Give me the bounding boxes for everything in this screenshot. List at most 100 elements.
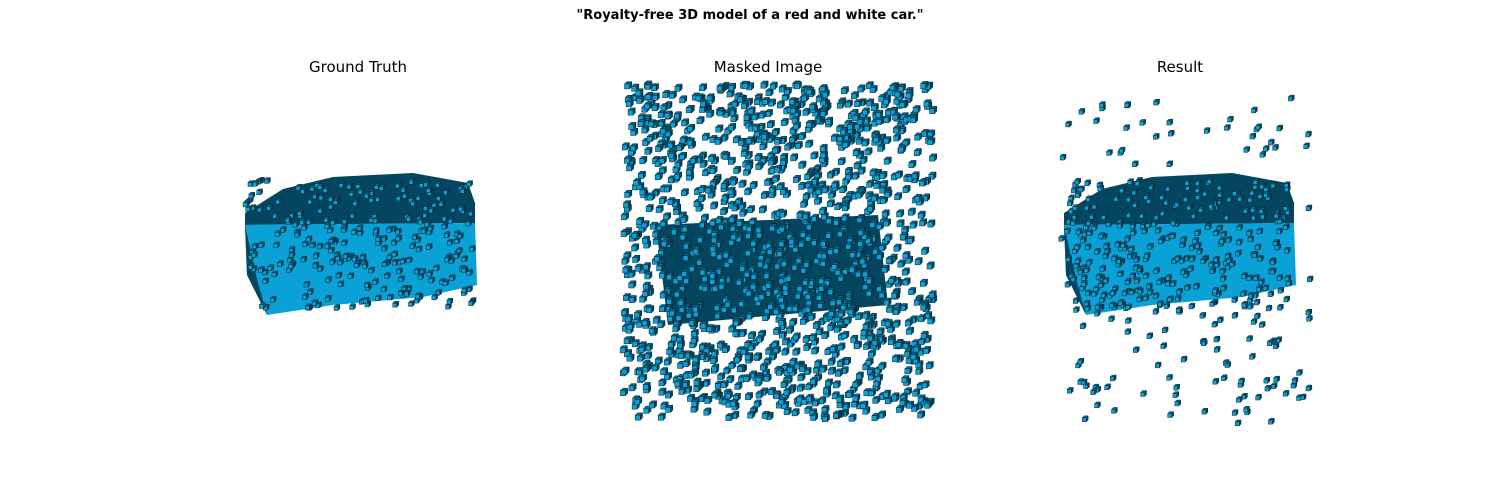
masked-voxel <box>784 142 793 151</box>
masked-voxel <box>699 99 709 108</box>
result-voxel <box>1157 237 1165 245</box>
result-voxel <box>1095 273 1103 281</box>
gt-voxel <box>327 226 335 234</box>
result-voxel <box>1121 289 1129 297</box>
gt-voxel <box>276 260 284 268</box>
gt-voxel <box>363 191 371 199</box>
gt-voxel <box>401 284 409 292</box>
masked-voxel <box>872 134 882 143</box>
masked-voxel <box>910 351 919 361</box>
masked-voxel <box>835 297 845 306</box>
masked-voxel <box>683 350 693 359</box>
masked-voxel <box>682 241 692 250</box>
gt-voxel <box>274 229 282 238</box>
result-voxel <box>1235 238 1243 246</box>
masked-voxel <box>690 328 700 338</box>
masked-voxel <box>779 186 789 196</box>
result-voxel <box>1163 302 1171 310</box>
result-outlier-voxel <box>1305 314 1313 322</box>
result-outlier-voxel <box>1213 345 1221 353</box>
gt-voxel <box>375 235 383 243</box>
masked-voxel <box>745 311 755 320</box>
gt-voxel <box>395 234 403 242</box>
masked-voxel <box>862 341 872 351</box>
masked-voxel <box>675 143 685 152</box>
gt-voxel <box>362 296 370 304</box>
masked-voxel <box>763 357 772 366</box>
masked-voxel <box>758 110 767 119</box>
result-outlier-voxel <box>1079 322 1087 330</box>
masked-voxel <box>912 344 922 353</box>
masked-voxel <box>893 191 903 201</box>
masked-voxel <box>620 307 630 317</box>
result-voxel <box>1067 194 1075 202</box>
result-outlier-voxel <box>1276 124 1284 132</box>
result-voxel <box>1184 178 1192 186</box>
masked-voxel <box>729 398 739 408</box>
masked-voxel <box>709 165 718 175</box>
masked-voxel <box>855 190 864 199</box>
result-outlier-voxel <box>1166 160 1174 168</box>
gt-voxel <box>408 177 416 185</box>
gt-voxel <box>324 294 332 302</box>
masked-voxel <box>674 83 683 92</box>
masked-voxel <box>785 273 794 282</box>
masked-voxel <box>852 379 861 389</box>
masked-voxel <box>826 199 836 208</box>
masked-voxel <box>691 304 701 313</box>
gt-voxel <box>415 245 423 253</box>
result-voxel <box>1072 297 1080 305</box>
masked-voxel <box>796 383 806 392</box>
masked-voxel <box>778 330 788 339</box>
gt-voxel <box>421 211 430 219</box>
masked-voxel <box>834 201 843 211</box>
masked-voxel <box>857 238 866 248</box>
result-outlier-voxel <box>1267 417 1275 425</box>
masked-voxel <box>715 266 724 275</box>
masked-voxel <box>828 308 837 318</box>
masked-voxel <box>780 379 789 389</box>
masked-voxel <box>837 309 846 318</box>
masked-voxel <box>760 131 770 140</box>
masked-voxel <box>734 354 743 363</box>
gt-voxel <box>381 260 389 268</box>
masked-voxel <box>625 163 635 172</box>
result-voxel <box>1252 178 1260 186</box>
gt-voxel <box>309 241 317 249</box>
gt-voxel <box>273 241 281 249</box>
masked-voxel <box>761 312 771 322</box>
result-voxel <box>1158 193 1166 201</box>
gt-voxel <box>288 250 296 258</box>
masked-voxel <box>658 303 668 313</box>
masked-voxel <box>685 104 694 114</box>
masked-voxel <box>840 302 849 312</box>
masked-voxel <box>783 406 792 416</box>
gt-voxel <box>407 300 415 308</box>
masked-voxel <box>884 233 893 242</box>
gt-voxel <box>409 242 417 250</box>
masked-voxel <box>791 407 800 417</box>
result-voxel <box>1258 278 1266 286</box>
masked-voxel <box>667 196 676 206</box>
masked-voxel <box>825 215 835 225</box>
masked-voxel <box>799 199 809 208</box>
masked-voxel <box>897 144 907 153</box>
masked-voxel <box>791 115 800 125</box>
masked-voxel <box>763 177 773 187</box>
gt-voxel <box>401 191 409 199</box>
gt-voxel <box>301 292 309 300</box>
masked-voxel <box>841 330 850 340</box>
masked-voxel <box>759 362 769 371</box>
result-voxel <box>1070 275 1078 283</box>
masked-voxel <box>658 155 668 165</box>
masked-voxel <box>786 364 796 374</box>
masked-voxel <box>805 86 815 96</box>
masked-voxel <box>700 320 709 330</box>
result-voxel <box>1246 229 1254 237</box>
masked-voxel <box>836 133 846 143</box>
masked-voxel <box>924 310 933 320</box>
result-outlier-voxel <box>1093 309 1101 317</box>
masked-voxel <box>672 323 681 333</box>
masked-voxel <box>710 348 720 358</box>
masked-voxel <box>794 140 804 150</box>
